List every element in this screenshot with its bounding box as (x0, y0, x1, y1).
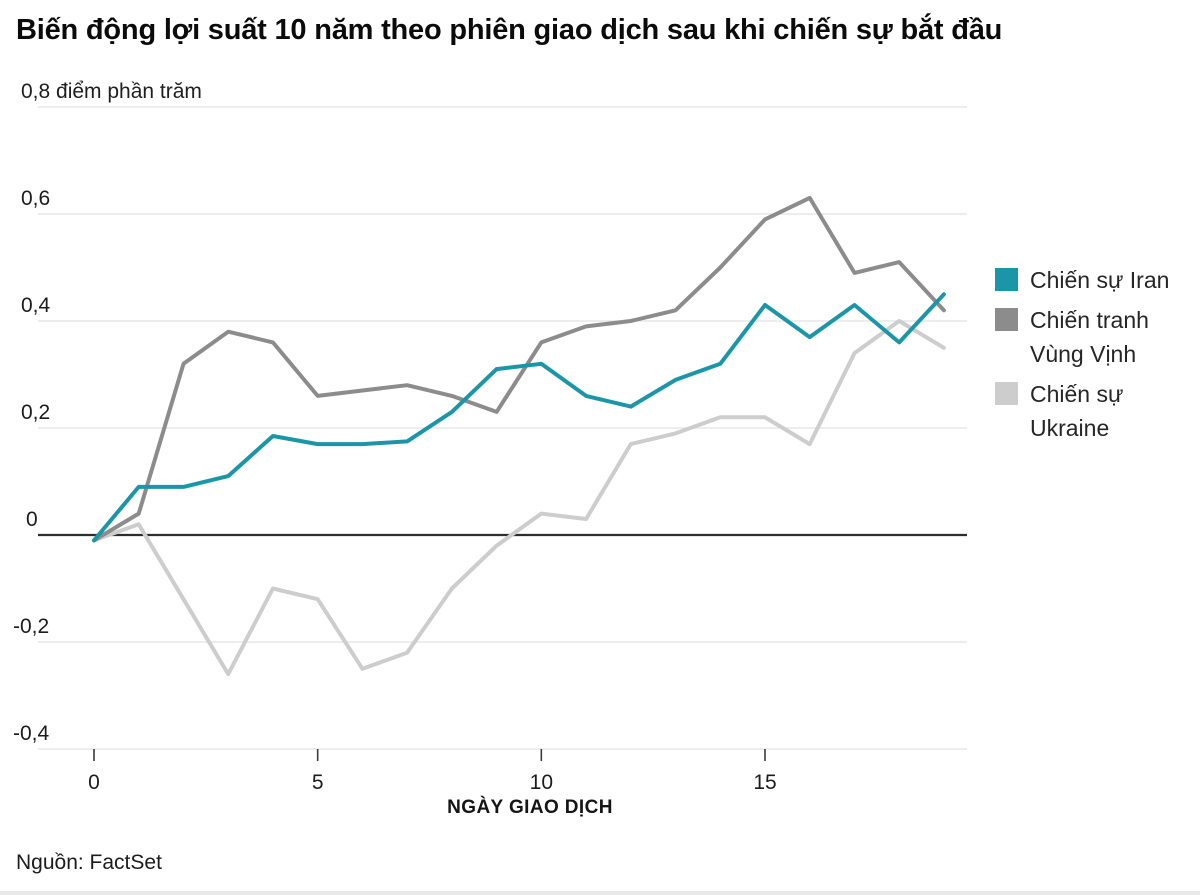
series-line-ukraine (92, 319, 946, 677)
y-tick-label: 0,2 (21, 401, 50, 424)
legend: Chiến sự Iran Chiến tranh Vùng Vịnh Chiến … (995, 263, 1188, 451)
x-axis-title: NGÀY GIAO DỊCH (447, 797, 613, 818)
x-tick-label: 5 (312, 771, 324, 794)
x-tick-label: 15 (753, 771, 776, 794)
series-line-iran (92, 292, 946, 543)
legend-label: Chiến sự Ukraine (1030, 381, 1124, 441)
chart-title: Biến động lợi suất 10 năm theo phiên gia… (16, 14, 1003, 46)
x-tick-label: 0 (88, 771, 100, 794)
y-tick-label: -0,4 (13, 722, 50, 745)
y-tick-label: 0,6 (21, 187, 50, 210)
y-tick-label: 0,4 (21, 294, 51, 317)
legend-item-iran: Chiến sự Iran (995, 263, 1188, 297)
x-tick-label: 10 (530, 771, 553, 794)
series-line-gulf-war (92, 195, 946, 543)
y-axis-unit-label: 0,8 điểm phần trăm (21, 80, 202, 103)
legend-item-ukraine: Chiến sự Ukraine (995, 377, 1188, 445)
bottom-divider (0, 891, 1200, 895)
legend-label: Chiến sự Iran (1030, 267, 1170, 293)
source-note: Nguồn: FactSet (16, 851, 162, 874)
legend-color-swatch (995, 382, 1018, 405)
legend-item-gulf-war: Chiến tranh Vùng Vịnh (995, 303, 1188, 371)
y-tick-label: -0,2 (13, 615, 49, 638)
legend-color-swatch (995, 308, 1018, 331)
y-tick-label: 0 (26, 508, 38, 531)
legend-label: Chiến tranh Vùng Vịnh (1030, 307, 1149, 367)
legend-color-swatch (995, 268, 1018, 291)
